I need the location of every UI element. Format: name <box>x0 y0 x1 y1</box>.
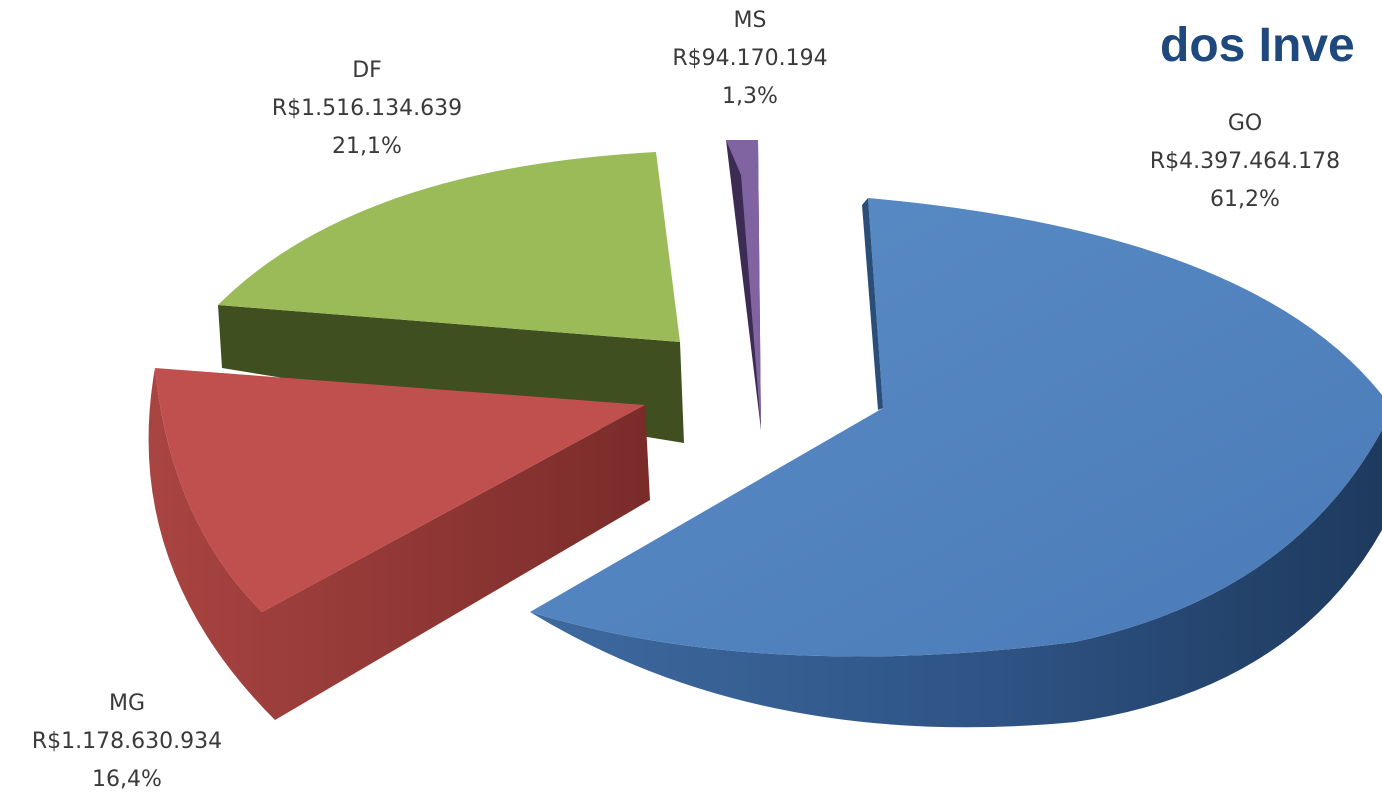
ms-percent: 1,3% <box>722 84 778 109</box>
slice-label-mg: MG R$1.178.630.934 16,4% <box>0 685 277 799</box>
slice-go-top <box>530 198 1382 657</box>
mg-name: MG <box>108 691 146 716</box>
df-percent: 21,1% <box>332 134 402 159</box>
slice-go-side <box>530 430 1382 728</box>
mg-value: R$1.178.630.934 <box>31 729 223 754</box>
slice-label-ms: MS R$94.170.194 1,3% <box>600 2 900 116</box>
slice-label-go: GO R$4.397.464.178 61,2% <box>1095 105 1382 219</box>
slice-ms <box>726 140 761 430</box>
ms-name: MS <box>733 8 767 33</box>
go-value: R$4.397.464.178 <box>1149 149 1341 174</box>
slice-go-edge <box>862 198 883 410</box>
slice-go <box>530 198 1382 728</box>
df-name: DF <box>352 58 382 83</box>
go-name: GO <box>1227 111 1263 136</box>
slice-label-df: DF R$1.516.134.639 21,1% <box>217 52 517 166</box>
slice-df-top <box>218 152 680 342</box>
go-percent: 61,2% <box>1210 187 1280 212</box>
df-value: R$1.516.134.639 <box>271 96 463 121</box>
slice-mg-side <box>148 368 651 720</box>
slice-mg-top <box>155 368 645 612</box>
mg-percent: 16,4% <box>92 767 162 792</box>
slice-mg <box>148 368 651 720</box>
slice-ms-top <box>726 140 761 430</box>
partial-title: dos Inve <box>1160 19 1355 72</box>
ms-value: R$94.170.194 <box>672 46 828 71</box>
